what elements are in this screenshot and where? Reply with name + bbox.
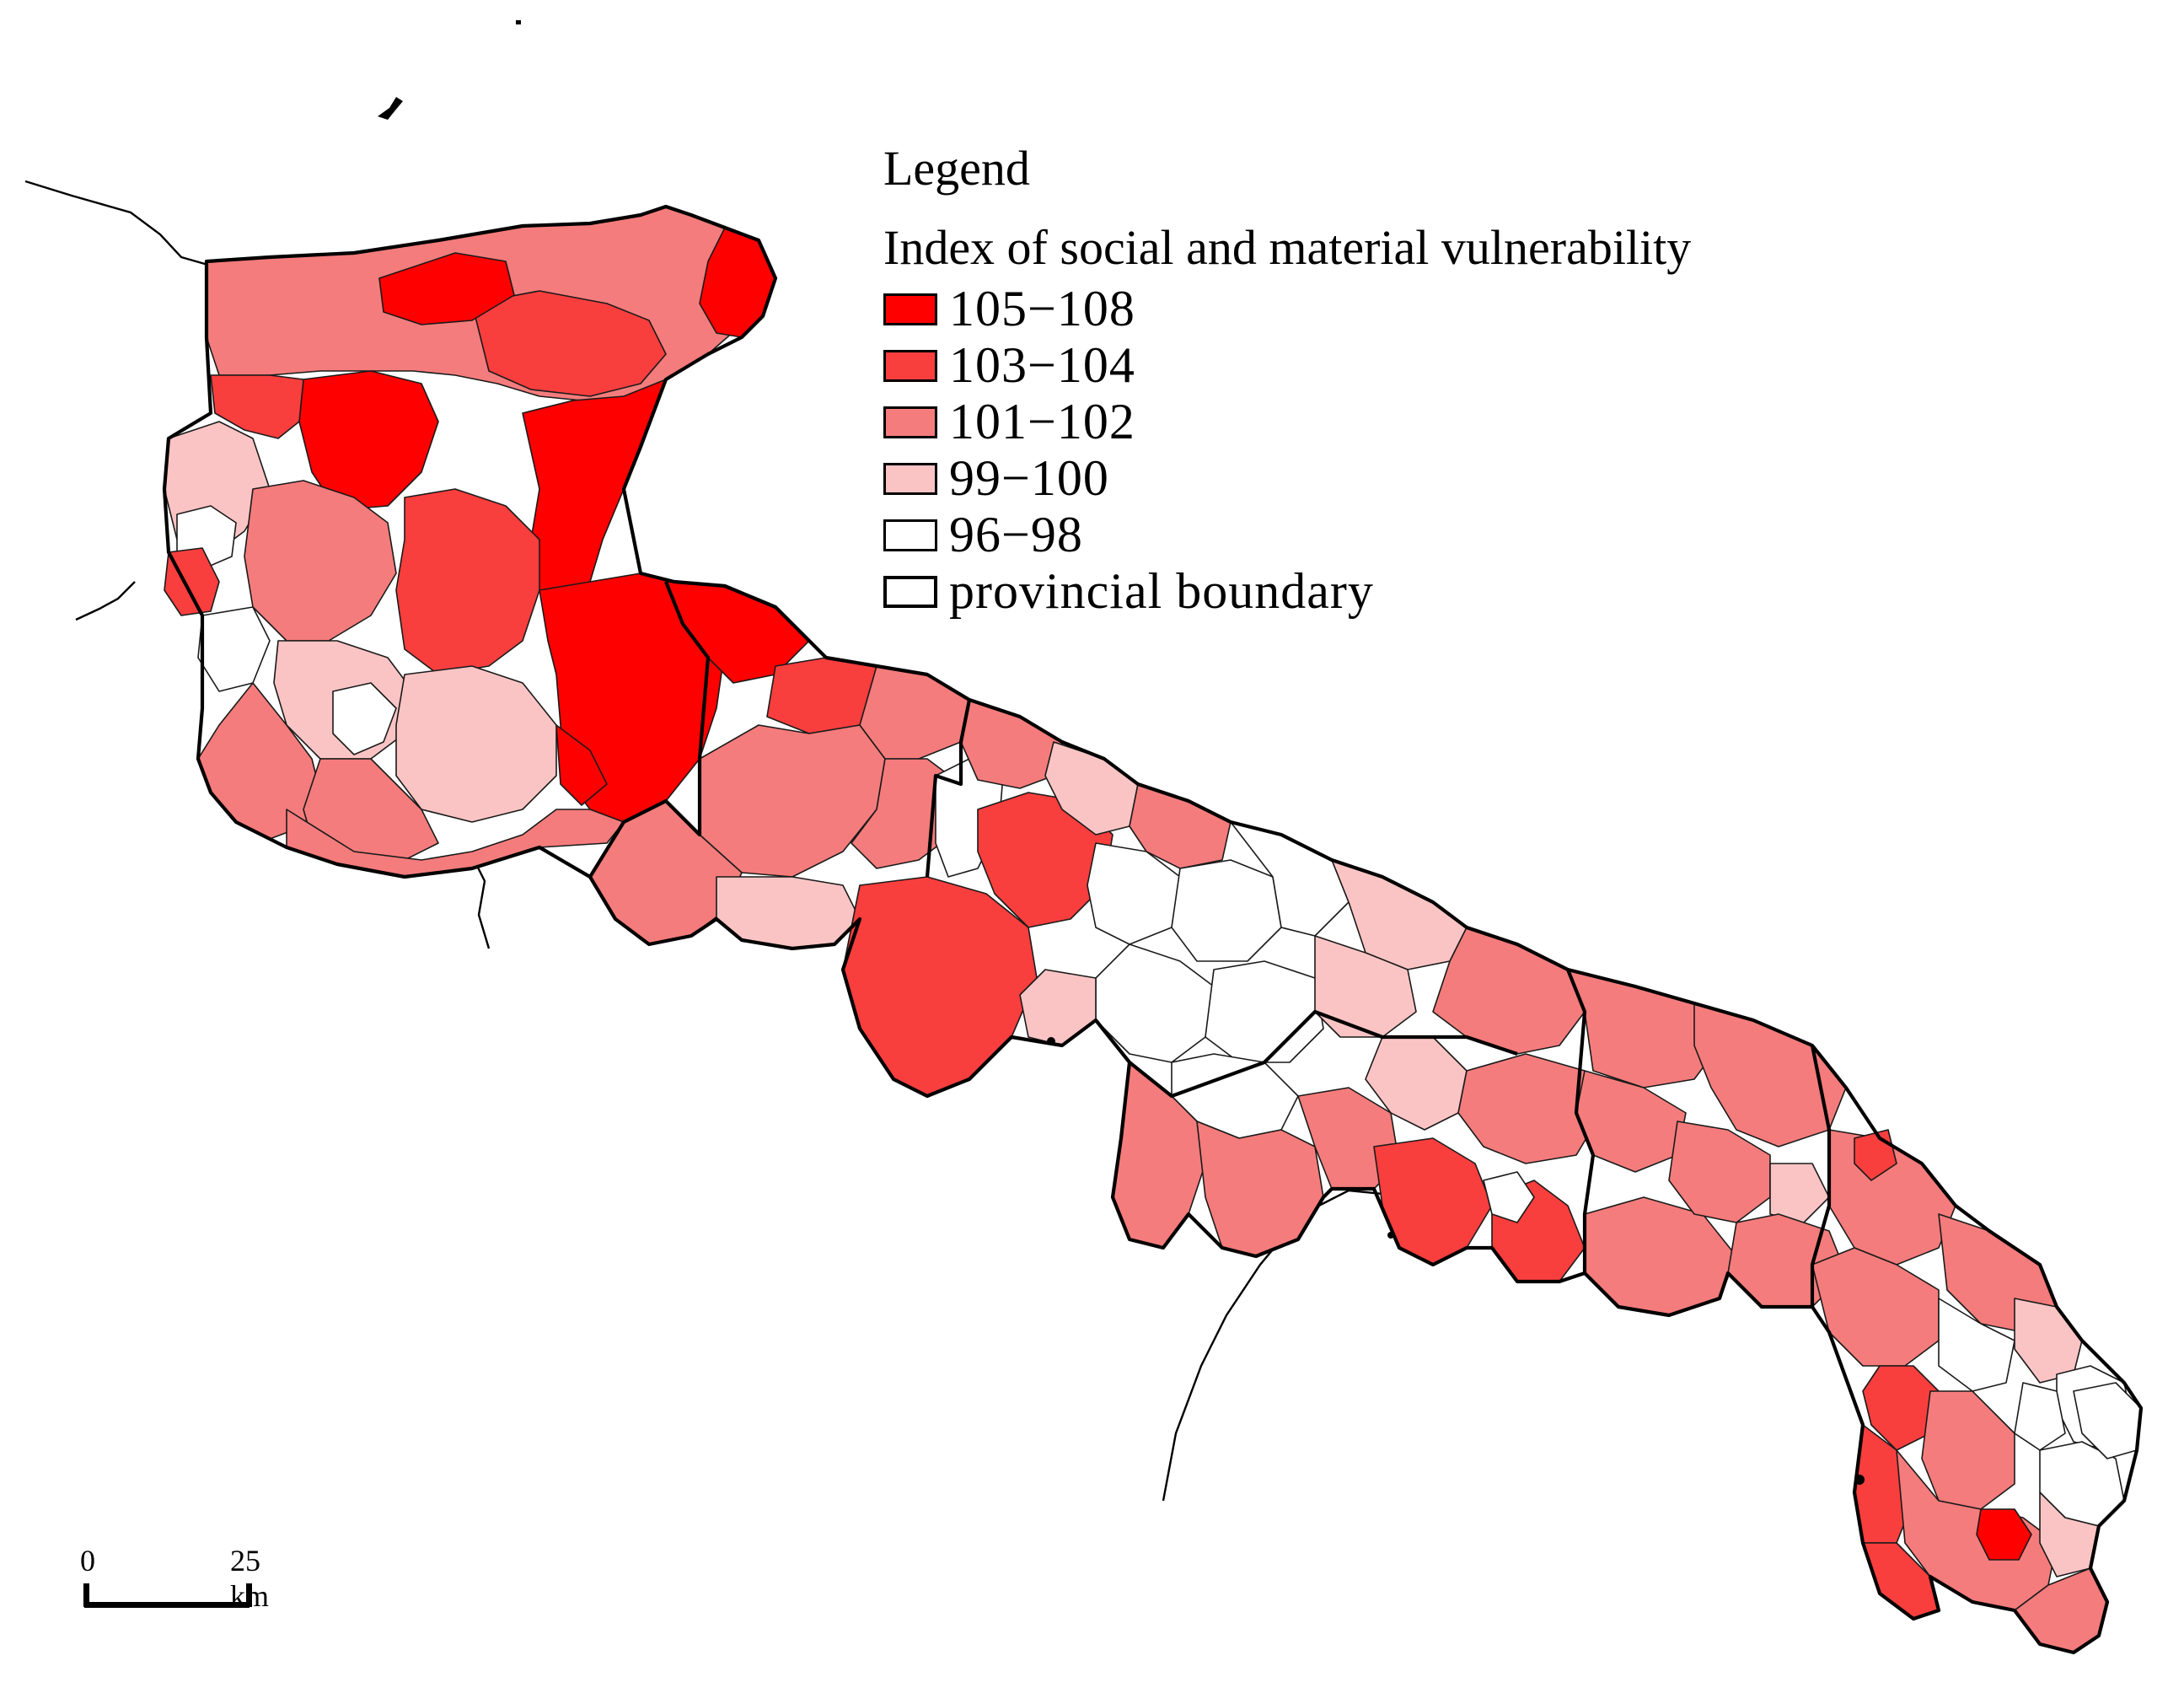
provincial-boundary-lecce xyxy=(1810,1045,1832,1307)
legend-item-96-98: 96−98 xyxy=(877,507,1691,563)
muni-daunia-white-2 xyxy=(197,606,271,692)
tremiti-islands xyxy=(378,97,403,120)
legend-item-101-102: 101−102 xyxy=(877,394,1691,450)
provincial-boundary-bari-taranto xyxy=(1094,1009,1518,1099)
muni-gravina xyxy=(842,876,1038,1097)
muni-castellaneta xyxy=(1196,1121,1324,1257)
legend-label: 96−98 xyxy=(949,507,1083,562)
muni-martina xyxy=(1457,1053,1602,1164)
legend-swatch xyxy=(883,462,937,495)
muni-san-marco xyxy=(378,252,515,325)
muni-foggia xyxy=(395,488,540,675)
scale-bar: 0 25 km xyxy=(80,1543,269,1613)
legend-swatch xyxy=(883,293,937,325)
scale-line xyxy=(84,1602,250,1608)
legend-label: 103−104 xyxy=(949,337,1135,393)
muni-salento-red-1 xyxy=(1862,1365,1940,1451)
muni-daunia-center xyxy=(244,480,397,642)
legend-label: provincial boundary xyxy=(949,563,1374,619)
provincial-boundaries xyxy=(162,204,2144,1655)
legend-item-99-100: 99−100 xyxy=(877,450,1691,507)
legend-item-105-108: 105−108 xyxy=(877,281,1691,337)
legend-subtitle: Index of social and material vulnerabili… xyxy=(883,220,1692,275)
muni-san-giovanni-rotondo xyxy=(298,370,439,511)
gulf-taranto-coast xyxy=(1162,1189,1400,1502)
muni-orta-nova xyxy=(395,665,557,823)
muni-salento-center xyxy=(1921,1390,2015,1510)
muni-mesagne xyxy=(1668,1121,1771,1223)
legend-swatch xyxy=(883,349,937,382)
island-1 xyxy=(1047,1037,1055,1045)
island-3 xyxy=(1854,1475,1865,1485)
muni-lecce-center xyxy=(1811,1247,1940,1367)
muni-salento-white-3 xyxy=(2014,1382,2066,1451)
island-2 xyxy=(1387,1232,1394,1239)
provincial-boundary-bat-bari xyxy=(925,699,972,878)
provincial-boundary-brindisi xyxy=(1566,969,1596,1273)
legend-label: 105−108 xyxy=(949,281,1135,336)
legend-label: 99−100 xyxy=(949,450,1109,506)
muni-salento-red-2 xyxy=(1976,1508,2032,1561)
muni-mottola xyxy=(1365,1036,1468,1131)
muni-taranto xyxy=(1373,1137,1493,1266)
muni-san-pancrazio xyxy=(1769,1163,1830,1223)
scale-tick-right xyxy=(246,1583,252,1607)
provincial-boundary-foggia-bat xyxy=(588,581,711,879)
legend-label: 101−102 xyxy=(949,394,1135,449)
muni-gargano-west xyxy=(210,374,304,439)
scale-zero-label: 0 xyxy=(80,1544,95,1577)
muni-andria xyxy=(699,724,886,878)
muni-altamura xyxy=(977,792,1113,928)
river-line-south xyxy=(470,855,491,949)
municipalities xyxy=(164,206,776,878)
muni-brindisi xyxy=(1693,1002,1847,1147)
provincial-boundary-outer xyxy=(162,204,2144,1655)
legend-swatch xyxy=(883,406,937,438)
muni-bari-hinterland-white-2 xyxy=(1171,859,1282,962)
municipalities-brindisi xyxy=(1432,927,1847,1308)
muni-bari-hinterland-white-1 xyxy=(1087,842,1181,945)
muni-troia xyxy=(332,682,397,755)
muni-cerignola-red xyxy=(555,724,608,806)
map-speck xyxy=(516,20,521,24)
legend-title: Legend xyxy=(883,141,1030,196)
muni-acquaviva xyxy=(1205,960,1324,1063)
legend-item-provincial-boundary: provincial boundary xyxy=(877,563,1691,620)
legend: Legend Index of social and material vuln… xyxy=(877,139,1691,620)
municipalities-bari xyxy=(589,581,1468,1139)
muni-salento-white-1 xyxy=(1938,1298,2015,1392)
muni-gargano-center xyxy=(471,290,667,397)
river-line-north xyxy=(24,180,212,267)
scale-tick-left xyxy=(83,1583,89,1607)
legend-item-103-104: 103−104 xyxy=(877,337,1691,394)
legend-swatch xyxy=(883,575,937,608)
muni-crispiano xyxy=(1483,1171,1535,1223)
muni-daunia-red-small xyxy=(164,547,220,616)
muni-trani xyxy=(859,665,970,760)
river-line-west xyxy=(75,581,136,621)
legend-swatch xyxy=(883,519,937,551)
muni-castellana xyxy=(1314,935,1417,1038)
